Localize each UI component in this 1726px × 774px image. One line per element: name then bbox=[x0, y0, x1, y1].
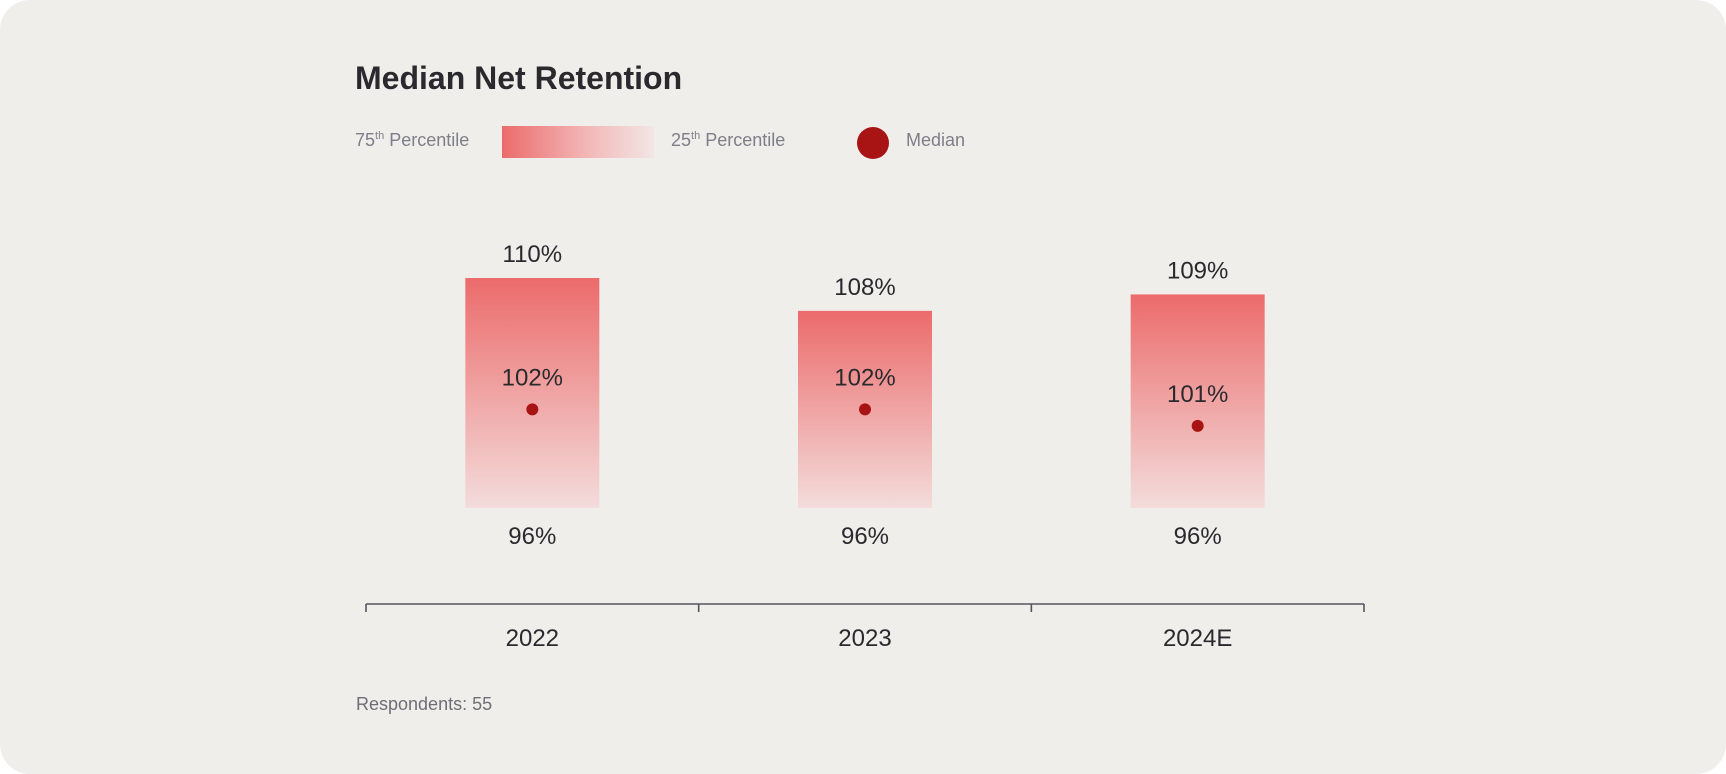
respondents-note: Respondents: 55 bbox=[356, 694, 493, 714]
p75-label-2023: 108% bbox=[834, 274, 895, 301]
median-label-2022: 102% bbox=[502, 364, 563, 391]
p25-label-2022: 96% bbox=[508, 523, 556, 550]
p75-label-2024E: 109% bbox=[1167, 257, 1228, 284]
x-tick-label-2022: 2022 bbox=[506, 625, 559, 652]
median-label-2024E: 101% bbox=[1167, 381, 1228, 408]
range-bar-2024E bbox=[1130, 294, 1265, 508]
p75-label-2022: 110% bbox=[503, 241, 563, 268]
legend-p25-label: 25th Percentile bbox=[671, 130, 786, 150]
x-tick-label-2024E: 2024E bbox=[1163, 625, 1232, 652]
legend-median-label: Median bbox=[906, 130, 966, 150]
range-bar-2022 bbox=[465, 278, 600, 508]
legend-p75-label: 75th Percentile bbox=[355, 130, 470, 150]
chart-title: Median Net Retention bbox=[355, 60, 683, 96]
p25-label-2023: 96% bbox=[841, 523, 889, 550]
median-dot-2022 bbox=[526, 403, 539, 416]
median-dot-2023 bbox=[859, 403, 871, 416]
legend-gradient-swatch bbox=[502, 126, 654, 158]
p25-label-2024E: 96% bbox=[1174, 523, 1222, 550]
legend-median-dot-icon bbox=[857, 127, 889, 159]
x-tick-label-2023: 2023 bbox=[838, 625, 891, 652]
median-label-2023: 102% bbox=[834, 364, 895, 391]
median-dot-2024E bbox=[1191, 419, 1204, 432]
